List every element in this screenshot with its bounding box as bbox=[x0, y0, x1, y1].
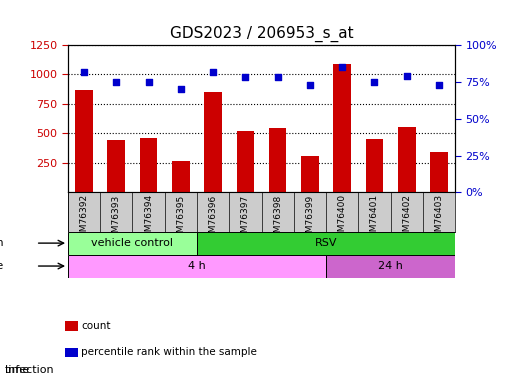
Point bbox=[305, 82, 314, 88]
Bar bbox=[326, 255, 455, 278]
Point bbox=[241, 74, 249, 80]
Text: count: count bbox=[81, 321, 110, 331]
Text: 4 h: 4 h bbox=[188, 261, 206, 271]
Bar bbox=[75, 90, 93, 192]
Point bbox=[177, 86, 185, 92]
Bar bbox=[68, 255, 326, 278]
Bar bbox=[204, 92, 222, 192]
Text: vehicle control: vehicle control bbox=[92, 238, 174, 248]
Point bbox=[80, 69, 88, 75]
Text: GSM76400: GSM76400 bbox=[338, 194, 347, 243]
Text: GSM76394: GSM76394 bbox=[144, 194, 153, 243]
Text: GSM76395: GSM76395 bbox=[176, 194, 185, 244]
Bar bbox=[301, 156, 319, 192]
Text: GSM76401: GSM76401 bbox=[370, 194, 379, 243]
Point bbox=[435, 82, 443, 88]
Text: infection: infection bbox=[0, 238, 4, 248]
Point bbox=[144, 79, 153, 85]
Point bbox=[370, 79, 379, 85]
Bar bbox=[269, 128, 287, 192]
Point bbox=[274, 74, 282, 80]
Bar bbox=[430, 152, 448, 192]
Text: RSV: RSV bbox=[315, 238, 337, 248]
Text: GSM76403: GSM76403 bbox=[435, 194, 444, 243]
Bar bbox=[236, 131, 254, 192]
Bar bbox=[197, 232, 455, 255]
Text: infection: infection bbox=[5, 365, 54, 375]
Bar bbox=[366, 139, 383, 192]
Text: 24 h: 24 h bbox=[378, 261, 403, 271]
Point bbox=[403, 73, 411, 79]
Text: GSM76397: GSM76397 bbox=[241, 194, 250, 244]
Text: time: time bbox=[5, 365, 30, 375]
Bar bbox=[398, 127, 415, 192]
Bar bbox=[333, 64, 351, 192]
Text: GDS2023 / 206953_s_at: GDS2023 / 206953_s_at bbox=[169, 26, 354, 42]
Bar bbox=[68, 232, 197, 255]
Point bbox=[112, 79, 120, 85]
Point bbox=[209, 69, 218, 75]
Text: GSM76402: GSM76402 bbox=[402, 194, 411, 243]
Bar bbox=[108, 141, 125, 192]
Point bbox=[338, 64, 346, 70]
Bar bbox=[140, 138, 157, 192]
Text: GSM76398: GSM76398 bbox=[273, 194, 282, 244]
Text: GSM76392: GSM76392 bbox=[79, 194, 88, 243]
Text: GSM76399: GSM76399 bbox=[305, 194, 314, 244]
Text: percentile rank within the sample: percentile rank within the sample bbox=[81, 347, 257, 357]
Text: time: time bbox=[0, 261, 4, 271]
Bar bbox=[172, 161, 190, 192]
Text: GSM76393: GSM76393 bbox=[112, 194, 121, 244]
Text: GSM76396: GSM76396 bbox=[209, 194, 218, 244]
